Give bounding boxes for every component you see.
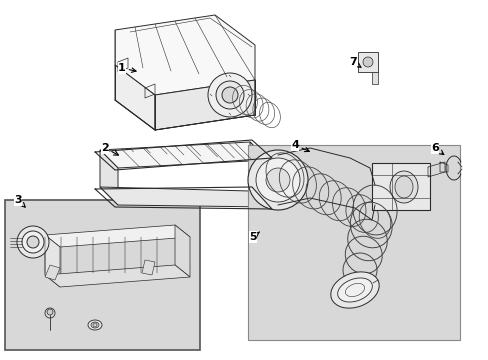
Polygon shape: [45, 225, 190, 247]
Polygon shape: [100, 150, 118, 205]
Ellipse shape: [17, 226, 49, 258]
Text: 2: 2: [101, 143, 118, 155]
Polygon shape: [45, 235, 60, 287]
Text: 1: 1: [118, 63, 136, 73]
Polygon shape: [249, 142, 267, 207]
Text: 5: 5: [249, 232, 259, 242]
Polygon shape: [115, 15, 254, 95]
Ellipse shape: [362, 57, 372, 67]
Text: 4: 4: [290, 140, 309, 152]
Ellipse shape: [22, 231, 44, 253]
Polygon shape: [45, 265, 190, 287]
Ellipse shape: [265, 168, 289, 192]
Ellipse shape: [394, 176, 412, 198]
Ellipse shape: [45, 308, 55, 318]
Text: 7: 7: [348, 57, 360, 67]
Ellipse shape: [47, 309, 53, 315]
Ellipse shape: [93, 323, 97, 327]
Polygon shape: [142, 260, 155, 275]
Ellipse shape: [91, 322, 99, 328]
Ellipse shape: [216, 81, 244, 109]
Text: 3: 3: [14, 195, 25, 207]
Bar: [5, 200, 200, 350]
Polygon shape: [100, 187, 267, 207]
Polygon shape: [371, 163, 429, 210]
Polygon shape: [100, 142, 267, 168]
Polygon shape: [45, 265, 60, 280]
Text: 6: 6: [430, 143, 443, 154]
Ellipse shape: [337, 278, 371, 302]
Ellipse shape: [256, 158, 299, 202]
Polygon shape: [175, 225, 190, 277]
Polygon shape: [357, 52, 377, 72]
Ellipse shape: [88, 320, 102, 330]
Ellipse shape: [389, 171, 417, 203]
Polygon shape: [155, 80, 254, 130]
Polygon shape: [371, 72, 377, 84]
Ellipse shape: [27, 236, 39, 248]
Ellipse shape: [222, 87, 238, 103]
Polygon shape: [247, 145, 459, 340]
Ellipse shape: [207, 73, 251, 117]
Ellipse shape: [330, 272, 378, 308]
Polygon shape: [115, 65, 155, 130]
Ellipse shape: [247, 150, 307, 210]
